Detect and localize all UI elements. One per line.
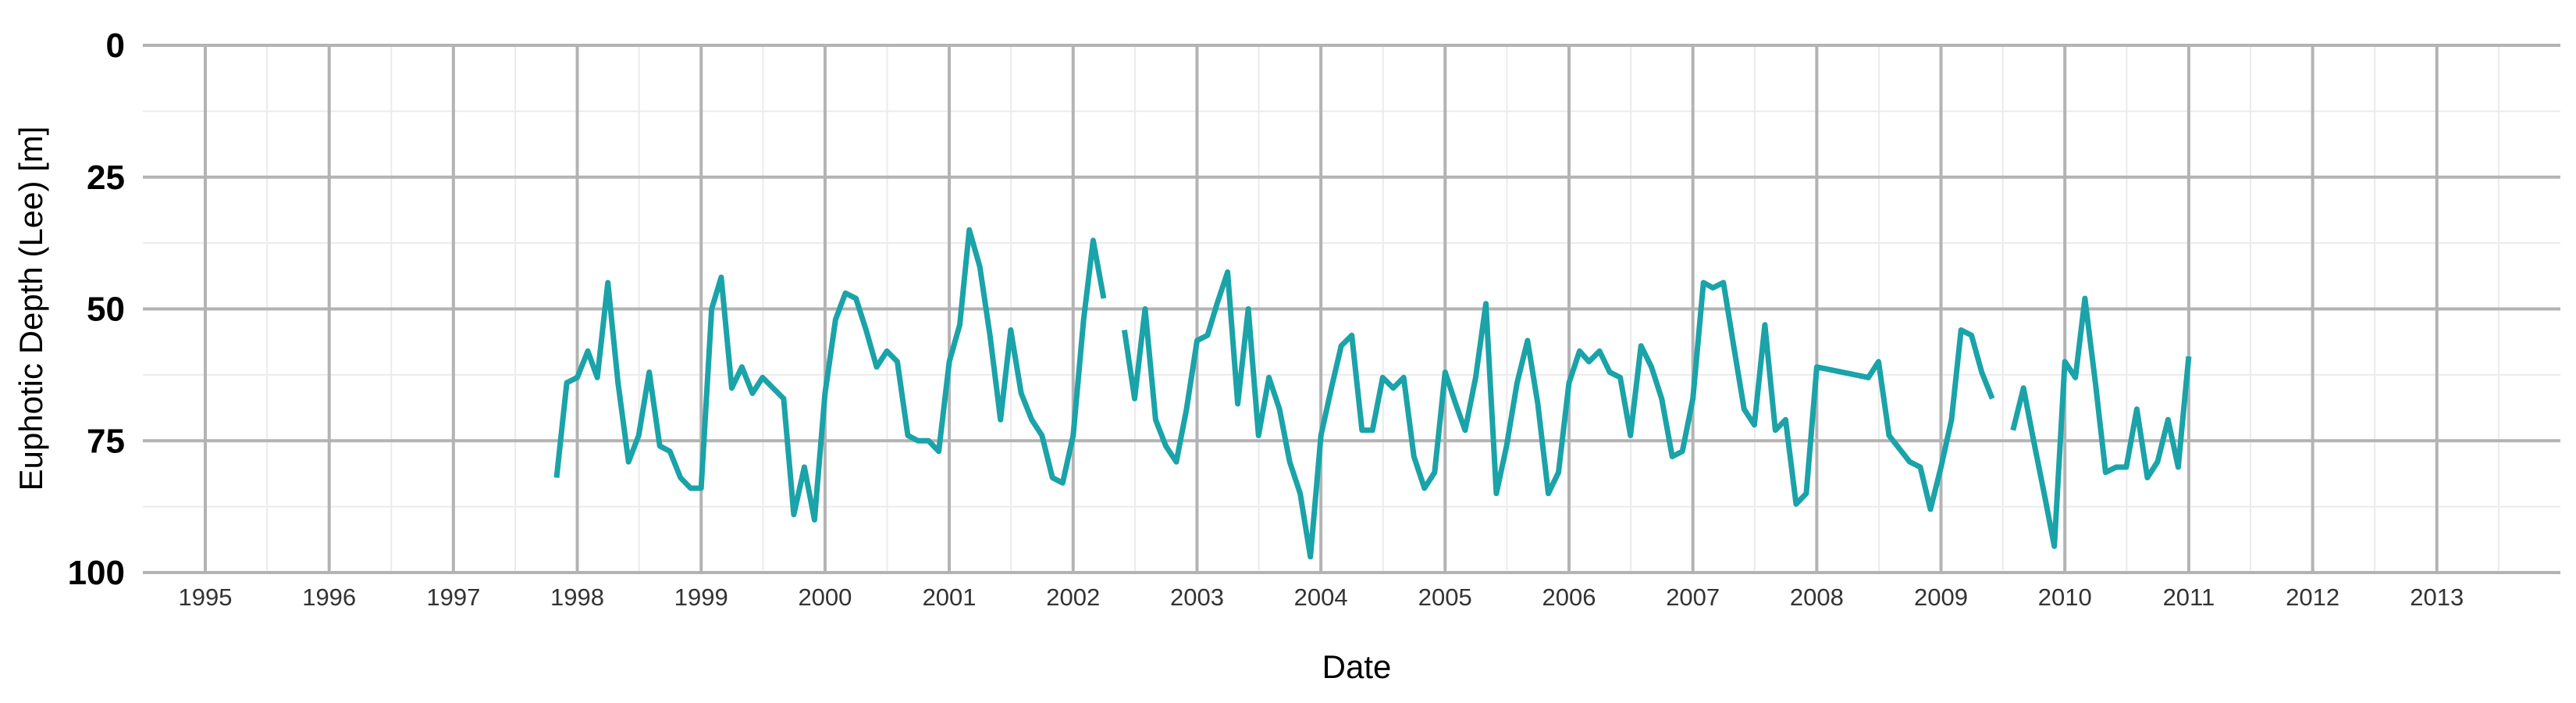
y-tick-label: 100 [68, 554, 125, 592]
x-tick-label: 2010 [2038, 583, 2092, 611]
x-tick-label: 2007 [1666, 583, 1720, 611]
x-tick-label: 2006 [1542, 583, 1596, 611]
y-tick-label: 25 [87, 159, 125, 197]
series-line [2010, 295, 2192, 549]
x-tick-label: 2004 [1294, 583, 1348, 611]
x-tick-label: 2009 [1914, 583, 1968, 611]
x-tick-label: 1999 [674, 583, 728, 611]
x-tick-label: 2001 [923, 583, 977, 611]
x-tick-label: 2000 [798, 583, 852, 611]
x-tick-label: 1998 [550, 583, 604, 611]
x-tick-label: 1995 [179, 583, 233, 611]
y-tick-label: 0 [106, 27, 125, 65]
x-tick-label: 2008 [1790, 583, 1844, 611]
y-tick-label: 50 [87, 291, 125, 329]
x-tick-labels: 1995 1996 1997 1998 1999 2000 2001 2002 2003 2004… [179, 583, 2464, 611]
x-tick-label: 2003 [1170, 583, 1224, 611]
x-tick-label: 2005 [1418, 583, 1472, 611]
series-lines [553, 227, 2192, 560]
grid-major [143, 44, 2560, 574]
x-tick-label: 1997 [426, 583, 480, 611]
x-tick-label: 2013 [2410, 583, 2464, 611]
x-tick-label: 2011 [2163, 583, 2215, 611]
x-tick-label: 2002 [1046, 583, 1100, 611]
x-tick-label: 2012 [2286, 583, 2339, 611]
y-tick-label: 75 [87, 422, 125, 460]
y-axis-title: Euphotic Depth (Lee) [m] [12, 127, 49, 491]
series-line [1121, 269, 1995, 560]
x-tick-label: 1996 [302, 583, 356, 611]
series-line [553, 227, 1107, 523]
x-axis-title: Date [1322, 648, 1392, 685]
y-tick-labels: 0 25 50 75 100 [68, 27, 125, 592]
